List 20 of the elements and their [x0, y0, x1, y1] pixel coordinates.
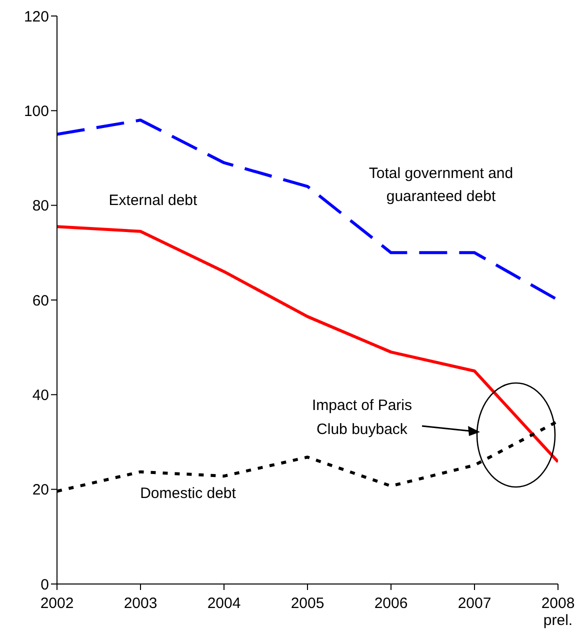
- line-series: [57, 225, 558, 464]
- line-series: [57, 118, 558, 302]
- x-tick-label: 2005: [290, 595, 324, 612]
- y-tick-label: 40: [32, 386, 49, 404]
- x-tick-label: 2002: [40, 595, 74, 612]
- x-tick-label: 2004: [207, 595, 241, 612]
- annotation: Impact of Paris Club buyback: [312, 397, 412, 438]
- y-tick-label: 20: [32, 482, 49, 499]
- y-tick-label: 0: [40, 576, 49, 594]
- y-tick-label: 100: [24, 102, 49, 120]
- x-tick-label: 2003: [124, 595, 158, 612]
- y-tick-label: 80: [32, 198, 49, 215]
- y-tick-label: 120: [24, 8, 49, 26]
- series-label: Total government and guaranteed debt: [368, 165, 514, 205]
- x-tick-label: 2006: [374, 595, 408, 612]
- series-label: Domestic debt: [140, 485, 237, 502]
- series-label: External debt: [108, 192, 198, 209]
- y-tick-label: 60: [32, 292, 49, 310]
- x-tick-label: 2008 prel.: [541, 595, 575, 629]
- x-tick-label: 2007: [458, 595, 492, 612]
